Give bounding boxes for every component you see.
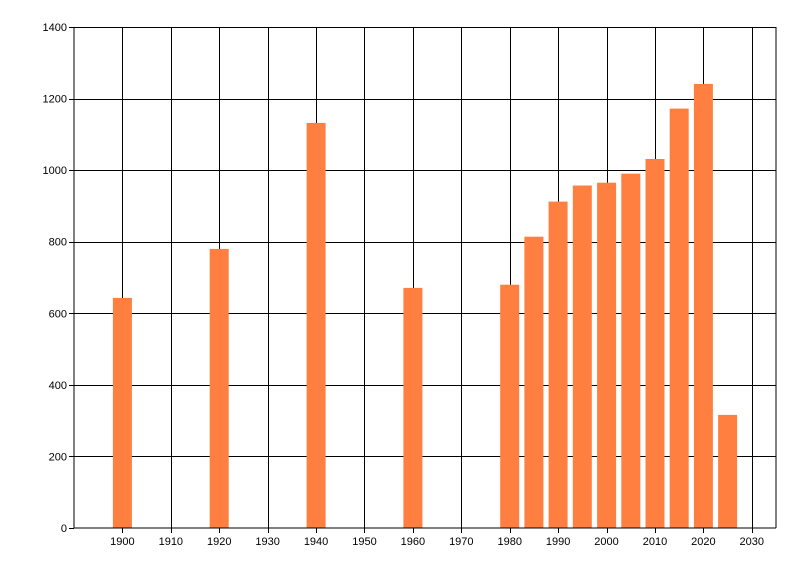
- y-tick-label-1400: 1400: [43, 22, 67, 34]
- x-tick-labels: 1900 1910 1920 1930 1940 1950 1960 1970 1980 1990…: [110, 528, 764, 548]
- x-tick-label-2030: 2030: [740, 536, 764, 548]
- bar-1960: [403, 287, 423, 528]
- bar-2005: [621, 173, 641, 528]
- bar-1940: [306, 122, 326, 529]
- x-tick-label-1980: 1980: [497, 536, 521, 548]
- bar-2025: [718, 414, 738, 528]
- bar-2010: [645, 159, 665, 528]
- x-tick-label-1950: 1950: [352, 536, 376, 548]
- bar-1920: [209, 248, 229, 528]
- x-tick-label-2020: 2020: [691, 536, 715, 548]
- bar-2000: [597, 182, 617, 528]
- x-tick-label-1920: 1920: [207, 536, 231, 548]
- bar-2020: [693, 83, 713, 529]
- x-tick-label-2000: 2000: [594, 536, 618, 548]
- x-tick-label-1970: 1970: [449, 536, 473, 548]
- bar-2015: [669, 108, 689, 528]
- x-tick-label-2010: 2010: [643, 536, 667, 548]
- x-tick-label-1990: 1990: [546, 536, 570, 548]
- axes: [73, 27, 776, 529]
- x-tick-label-1910: 1910: [159, 536, 183, 548]
- x-tick-label-1960: 1960: [401, 536, 425, 548]
- bar-1990: [548, 201, 568, 528]
- bar-1985: [524, 236, 544, 528]
- bar-1900: [112, 297, 132, 528]
- x-tick-label-1900: 1900: [110, 536, 134, 548]
- bar-1980: [500, 284, 520, 528]
- x-tick-label-1940: 1940: [304, 536, 328, 548]
- bars: [112, 83, 738, 529]
- y-tick-label-800: 800: [49, 237, 67, 249]
- y-tick-labels: 0 200 400 600 800 1000 1200 1400: [43, 22, 74, 535]
- y-tick-label-600: 600: [49, 308, 67, 320]
- y-tick-label-400: 400: [49, 380, 67, 392]
- y-tick-label-1000: 1000: [43, 165, 67, 177]
- y-tick-label-1200: 1200: [43, 94, 67, 106]
- y-tick-label-200: 200: [49, 451, 67, 463]
- x-tick-label-1930: 1930: [255, 536, 279, 548]
- y-tick-label-0: 0: [61, 523, 67, 535]
- bar-1995: [572, 185, 592, 528]
